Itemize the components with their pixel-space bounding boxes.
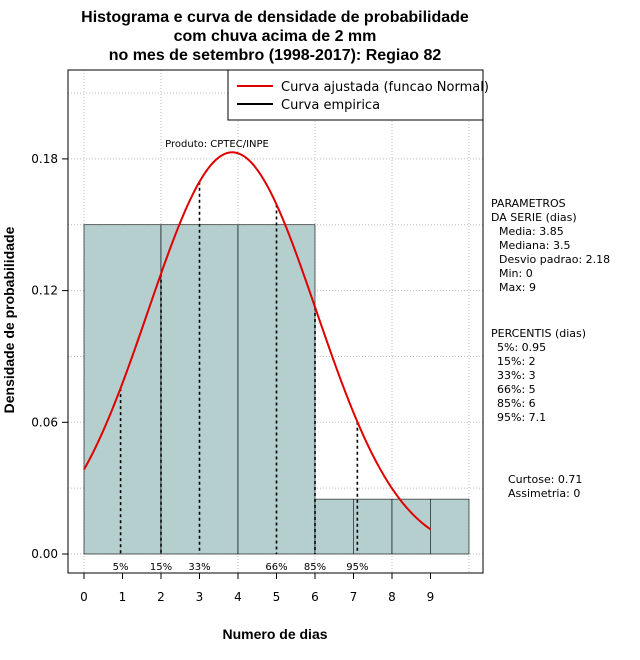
x-tick-label: 8	[388, 590, 396, 604]
param-item: Mediana: 3.5	[499, 239, 570, 252]
y-tick-label: 0.06	[31, 415, 58, 429]
x-tick-label: 4	[234, 590, 242, 604]
x-tick-label: 6	[311, 590, 319, 604]
normal-curve	[83, 151, 432, 531]
x-tick-label: 3	[196, 590, 204, 604]
percentil-item: 95%: 7.1	[497, 411, 546, 424]
percentile-label: 95%	[346, 562, 368, 573]
x-axis-label: Numero de dias	[222, 626, 327, 642]
x-tick-label: 7	[350, 590, 358, 604]
y-tick-label: 0.18	[31, 152, 58, 166]
y-axis-label: Densidade de probabilidade	[1, 226, 17, 413]
x-tick-label: 9	[427, 590, 435, 604]
title-line-1: Histograma e curva de densidade de proba…	[81, 9, 469, 26]
product-annotation: Produto: CPTEC/INPE	[165, 139, 269, 150]
x-tick-label: 5	[273, 590, 281, 604]
normal-curve-line	[83, 151, 432, 531]
legend-box	[227, 69, 484, 121]
percentis-title: PERCENTIS (dias)	[491, 327, 586, 340]
legend-label-normal: Curva ajustada (funcao Normal)	[281, 80, 489, 95]
percentil-item: 33%: 3	[497, 369, 536, 382]
legend: Curva ajustada (funcao Normal) Curva emp…	[227, 69, 489, 121]
y-tick-label: 0.12	[31, 284, 58, 298]
percentile-label: 5%	[113, 562, 129, 573]
percentile-label: 33%	[188, 562, 210, 573]
percentile-label: 85%	[304, 562, 326, 573]
percentile-label: 15%	[150, 562, 172, 573]
curtose-value: Curtose: 0.71	[508, 473, 582, 486]
param-item: Min: 0	[499, 267, 533, 280]
legend-label-empirical: Curva empirica	[281, 98, 380, 113]
x-tick-label: 0	[80, 590, 88, 604]
percentile-label: 66%	[265, 562, 287, 573]
x-tick-label: 1	[119, 590, 127, 604]
param-item: Media: 3.85	[499, 225, 564, 238]
title-line-2: com chuva acima de 2 mm	[174, 28, 377, 45]
y-tick-label: 0.00	[31, 547, 58, 561]
histogram-bar	[83, 224, 162, 555]
param-item: Desvio padrao: 2.18	[499, 253, 610, 266]
x-tick-label: 2	[157, 590, 165, 604]
chart-title: Histograma e curva de densidade de proba…	[81, 9, 469, 64]
assimetria-value: Assimetria: 0	[508, 487, 580, 500]
axes: 0 1 2 3 4 5 6 7 8 9 0.00 0.06 0.12 0.18	[31, 152, 434, 604]
percentil-item: 85%: 6	[497, 397, 536, 410]
title-line-3: no mes de setembro (1998-2017): Regiao 8…	[109, 47, 442, 64]
percentil-item: 15%: 2	[497, 355, 536, 368]
param-item: Max: 9	[499, 281, 536, 294]
percentile-lines: 5% 15% 33% 66% 85% 95%	[113, 181, 368, 573]
side-panel: PARAMETROS DA SERIE (dias) Media: 3.85 M…	[491, 197, 610, 500]
params-title-1: PARAMETROS	[491, 197, 566, 210]
percentil-item: 66%: 5	[497, 383, 536, 396]
params-title-2: DA SERIE (dias)	[491, 211, 577, 224]
percentil-item: 5%: 0.95	[497, 341, 546, 354]
